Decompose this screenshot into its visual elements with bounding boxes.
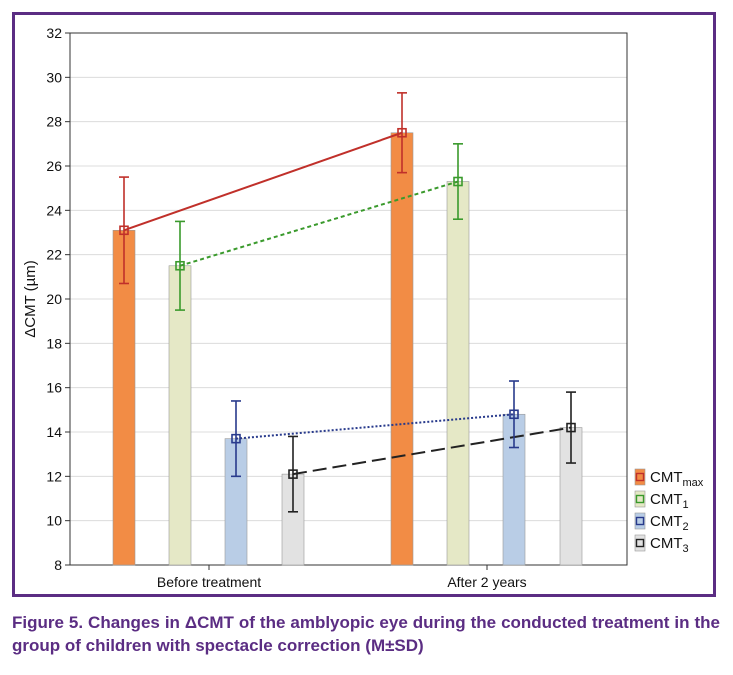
bar [446,181,470,566]
plot-border [69,32,628,566]
legend-swatch [634,512,646,530]
y-tick-label: 16 [46,380,62,396]
data-point [397,127,407,138]
y-tick-label: 12 [46,468,62,484]
y-tick-label: 14 [46,424,62,440]
series-line [235,413,515,440]
y-tick-label: 8 [54,557,62,573]
data-point [453,176,463,187]
y-tick-label: 30 [46,69,62,85]
data-point [509,409,519,420]
data-point [231,433,241,444]
legend-marker [635,516,645,526]
x-tick-label: After 2 years [447,574,526,590]
y-tick-label: 26 [46,158,62,174]
y-axis-label: ΔCMT (µm) [22,260,39,338]
data-point [566,422,576,433]
legend-label: CMT2 [650,513,689,533]
y-tick-label: 28 [46,114,62,130]
legend-marker [635,472,645,482]
y-tick-label: 20 [46,291,62,307]
series-line [292,426,572,476]
legend-swatch [634,468,646,486]
y-tick-label: 22 [46,247,62,263]
legend-marker [635,494,645,504]
legend-swatch [634,534,646,552]
data-point [119,225,129,236]
legend-marker [635,538,645,548]
y-tick-label: 32 [46,25,62,41]
legend-label: CMT1 [650,491,689,511]
legend-swatch [634,490,646,508]
figure-frame: 8 10 12 14 16 18 20 22 24 26 28 30 32 ΔCMT (µm) Before… [12,12,716,597]
data-point [175,260,185,271]
data-point [288,469,298,479]
legend-label: CMTmax [650,469,704,489]
x-tick-label: Before treatment [157,574,261,590]
series-line [123,131,403,232]
y-tick-label: 10 [46,513,62,529]
figure-caption: Figure 5. Changes in ΔCMT of the amblyop… [12,613,720,655]
y-tick-label: 18 [46,335,62,351]
legend-label: CMT3 [650,535,689,555]
y-tick-label: 24 [46,202,62,218]
series-line [179,180,459,267]
chart: 8 10 12 14 16 18 20 22 24 26 28 30 32 ΔCMT (µm) Before… [22,25,704,590]
